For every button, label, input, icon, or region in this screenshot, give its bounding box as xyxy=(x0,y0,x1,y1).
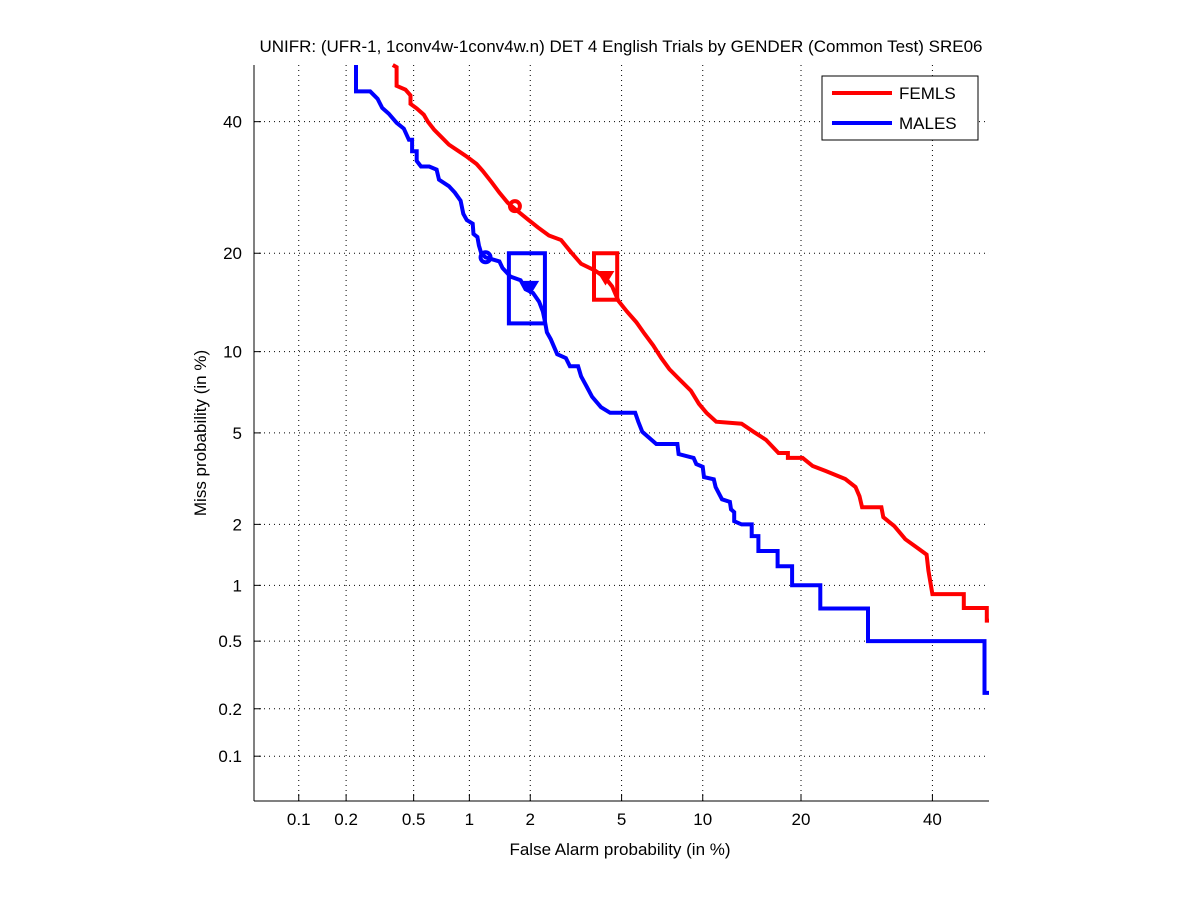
det-curve-femls xyxy=(391,63,989,623)
x-tick-label: 5 xyxy=(617,810,626,829)
x-tick-label: 2 xyxy=(526,810,535,829)
legend-box xyxy=(821,75,979,141)
y-tick-label: 20 xyxy=(223,244,242,263)
x-tick-label: 20 xyxy=(792,810,811,829)
x-tick-label: 1 xyxy=(465,810,474,829)
x-axis-label: False Alarm probability (in %) xyxy=(509,840,730,859)
y-tick-label: 2 xyxy=(233,515,242,534)
chart-title: UNIFR: (UFR-1, 1conv4w-1conv4w.n) DET 4 … xyxy=(259,37,982,56)
x-tick-label: 0.1 xyxy=(287,810,311,829)
legend: FEMLS MALES xyxy=(821,75,979,141)
x-tick-label: 40 xyxy=(923,810,942,829)
y-tick-label: 0.5 xyxy=(218,632,242,651)
confidence-box-males xyxy=(506,251,547,326)
y-tick-label: 1 xyxy=(233,576,242,595)
y-tick-label: 5 xyxy=(233,424,242,443)
x-tick-label: 0.2 xyxy=(334,810,358,829)
min-dcf-marker-femls xyxy=(507,199,522,214)
legend-label-femls: FEMLS xyxy=(899,84,956,103)
series-group xyxy=(354,63,989,695)
y-axis-label: Miss probability (in %) xyxy=(191,350,210,516)
x-ticks: 0.1 0.2 0.5 1 2 5 10 20 40 xyxy=(287,794,942,829)
x-tick-label: 0.5 xyxy=(402,810,426,829)
x-tick-label: 10 xyxy=(693,810,712,829)
actual-dcf-marker-males xyxy=(521,280,540,296)
y-tick-label: 10 xyxy=(223,343,242,362)
y-tick-label: 40 xyxy=(223,113,242,132)
det-curve-males xyxy=(354,65,989,695)
y-ticks: 0.1 0.2 0.5 1 2 5 10 20 40 xyxy=(218,113,261,766)
confidence-box-femls xyxy=(592,251,620,302)
y-tick-label: 0.1 xyxy=(218,747,242,766)
y-tick-label: 0.2 xyxy=(218,700,242,719)
min-dcf-marker-males xyxy=(478,250,493,265)
markers-group xyxy=(478,199,620,326)
actual-dcf-marker-femls xyxy=(596,271,615,286)
grid-lines xyxy=(254,65,989,801)
legend-label-males: MALES xyxy=(899,114,957,133)
